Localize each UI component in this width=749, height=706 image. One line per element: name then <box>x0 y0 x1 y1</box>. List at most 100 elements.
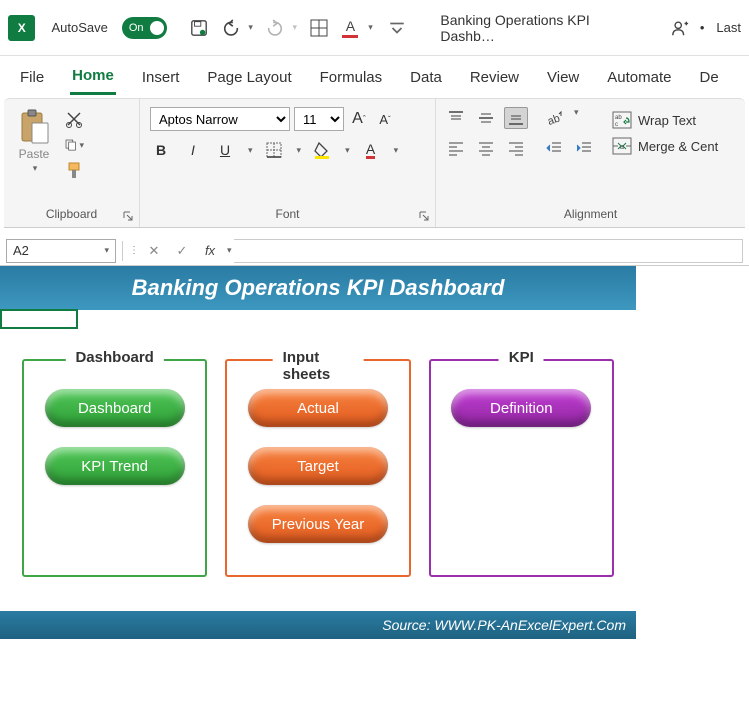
clipboard-dialog-launcher[interactable] <box>123 211 133 221</box>
tab-formulas[interactable]: Formulas <box>318 61 385 94</box>
underline-chevron-icon[interactable]: ▾ <box>248 145 253 156</box>
group-alignment: ab ▾ abc Wrap Text a Merge <box>436 99 745 227</box>
cell-reference: A2 <box>13 243 29 258</box>
panel-input-sheets: Input sheets Actual Target Previous Year <box>225 359 410 577</box>
fill-color-button[interactable] <box>311 139 333 161</box>
wrap-text-button[interactable]: abc Wrap Text <box>612 111 718 129</box>
tab-view[interactable]: View <box>545 61 581 94</box>
save-icon[interactable] <box>189 18 209 38</box>
borders-button[interactable] <box>263 139 285 161</box>
kpi-trend-button[interactable]: KPI Trend <box>45 447 185 485</box>
svg-text:c: c <box>615 122 618 128</box>
previous-year-button[interactable]: Previous Year <box>248 505 388 543</box>
redo-button[interactable] <box>265 18 285 38</box>
panel-dashboard-title: Dashboard <box>65 349 163 366</box>
increase-indent-button[interactable] <box>572 137 596 159</box>
merge-center-button[interactable]: a Merge & Cent <box>612 137 718 155</box>
fx-chevron-icon[interactable]: ▾ <box>227 245 232 256</box>
font-size-select[interactable]: 11 <box>294 107 344 131</box>
format-painter-button[interactable] <box>64 161 84 181</box>
paste-button[interactable]: Paste ▾ <box>12 107 56 176</box>
tab-file[interactable]: File <box>18 61 46 94</box>
font-color-button[interactable]: A <box>360 139 382 161</box>
definition-button[interactable]: Definition <box>451 389 591 427</box>
underline-button[interactable]: U <box>214 139 236 161</box>
dashboard-button[interactable]: Dashboard <box>45 389 185 427</box>
borders-chevron-icon[interactable]: ▾ <box>297 145 302 156</box>
tab-review[interactable]: Review <box>468 61 521 94</box>
tab-insert[interactable]: Insert <box>140 61 182 94</box>
font-color-chevron-icon[interactable]: ▾ <box>394 145 399 156</box>
svg-text:a: a <box>620 144 624 151</box>
align-bottom-button[interactable] <box>504 107 528 129</box>
tab-home[interactable]: Home <box>70 59 116 95</box>
tab-automate[interactable]: Automate <box>605 61 673 94</box>
undo-button[interactable] <box>221 18 241 38</box>
formula-bar: A2 ▾ ⋮ ✕ ✓ fx ▾ <box>0 236 749 266</box>
tab-data[interactable]: Data <box>408 61 444 94</box>
bold-button[interactable]: B <box>150 139 172 161</box>
cancel-formula-button[interactable]: ✕ <box>141 239 167 263</box>
orientation-button[interactable]: ab <box>542 107 566 129</box>
actual-button[interactable]: Actual <box>248 389 388 427</box>
shrink-font-button[interactable]: Aˇ <box>374 108 396 130</box>
wrap-text-label: Wrap Text <box>638 113 696 128</box>
wrap-text-icon: abc <box>612 111 632 129</box>
align-middle-button[interactable] <box>474 107 498 129</box>
font-color-quick-chevron-icon[interactable]: ▾ <box>368 22 373 33</box>
copy-button[interactable]: ▾ <box>64 135 84 155</box>
selected-cell[interactable] <box>0 309 78 329</box>
align-center-button[interactable] <box>474 137 498 159</box>
clipboard-group-label: Clipboard <box>12 203 131 223</box>
enter-formula-button[interactable]: ✓ <box>169 239 195 263</box>
customize-qat-icon[interactable] <box>387 18 407 38</box>
last-modified-text: Last <box>716 20 741 35</box>
fx-button[interactable]: fx <box>197 239 223 263</box>
target-button[interactable]: Target <box>248 447 388 485</box>
panel-kpi-title: KPI <box>499 349 544 366</box>
align-right-button[interactable] <box>504 137 528 159</box>
tab-developer[interactable]: De <box>697 61 720 94</box>
share-icon[interactable] <box>670 18 690 38</box>
grow-font-button[interactable]: Aˆ <box>348 108 370 130</box>
cut-button[interactable] <box>64 109 84 129</box>
decrease-indent-button[interactable] <box>542 137 566 159</box>
paste-label: Paste <box>19 147 50 161</box>
panel-kpi: KPI Definition <box>429 359 614 577</box>
excel-logo-icon: X <box>8 15 35 41</box>
dashboard-title: Banking Operations KPI Dashboard <box>132 275 505 301</box>
paste-chevron-icon: ▾ <box>33 163 38 174</box>
worksheet: Banking Operations KPI Dashboard Dashboa… <box>0 266 749 639</box>
formula-input[interactable] <box>234 239 743 263</box>
redo-chevron-icon[interactable]: ▾ <box>293 22 298 33</box>
titlebar: X AutoSave On ▾ ▾ A ▾ Banking Operations… <box>0 0 749 56</box>
font-color-quick-icon[interactable]: A <box>341 18 361 38</box>
font-name-select[interactable]: Aptos Narrow <box>150 107 290 131</box>
dashboard-title-bar: Banking Operations KPI Dashboard <box>0 266 636 310</box>
align-left-button[interactable] <box>444 137 468 159</box>
fill-color-chevron-icon[interactable]: ▾ <box>345 145 350 156</box>
toggle-knob <box>150 21 164 35</box>
merge-center-label: Merge & Cent <box>638 139 718 154</box>
ribbon: Paste ▾ ▾ Clipboard Aptos Narrow 11 Aˆ A… <box>4 98 745 228</box>
orientation-chevron-icon[interactable]: ▾ <box>574 107 579 129</box>
autosave-label: AutoSave <box>51 20 107 35</box>
group-font: Aptos Narrow 11 Aˆ Aˇ B I U ▾ ▾ ▾ A ▾ Fo… <box>140 99 436 227</box>
undo-chevron-icon[interactable]: ▾ <box>248 22 253 33</box>
italic-button[interactable]: I <box>182 139 204 161</box>
namebox-chevron-icon: ▾ <box>104 245 109 256</box>
toggle-state-label: On <box>129 22 144 34</box>
merge-icon: a <box>612 137 632 155</box>
tab-page-layout[interactable]: Page Layout <box>205 61 293 94</box>
font-dialog-launcher[interactable] <box>419 211 429 221</box>
grid-icon[interactable] <box>309 18 329 38</box>
align-top-button[interactable] <box>444 107 468 129</box>
svg-text:ab: ab <box>546 112 562 126</box>
dashboard-footer: Source: WWW.PK-AnExcelExpert.Com <box>0 611 636 639</box>
last-modified-label: • <box>700 20 705 35</box>
svg-text:ab: ab <box>615 115 622 121</box>
alignment-group-label: Alignment <box>444 203 737 223</box>
autosave-toggle[interactable]: On <box>122 17 167 39</box>
name-box[interactable]: A2 ▾ <box>6 239 116 263</box>
panel-input-title: Input sheets <box>273 349 364 383</box>
